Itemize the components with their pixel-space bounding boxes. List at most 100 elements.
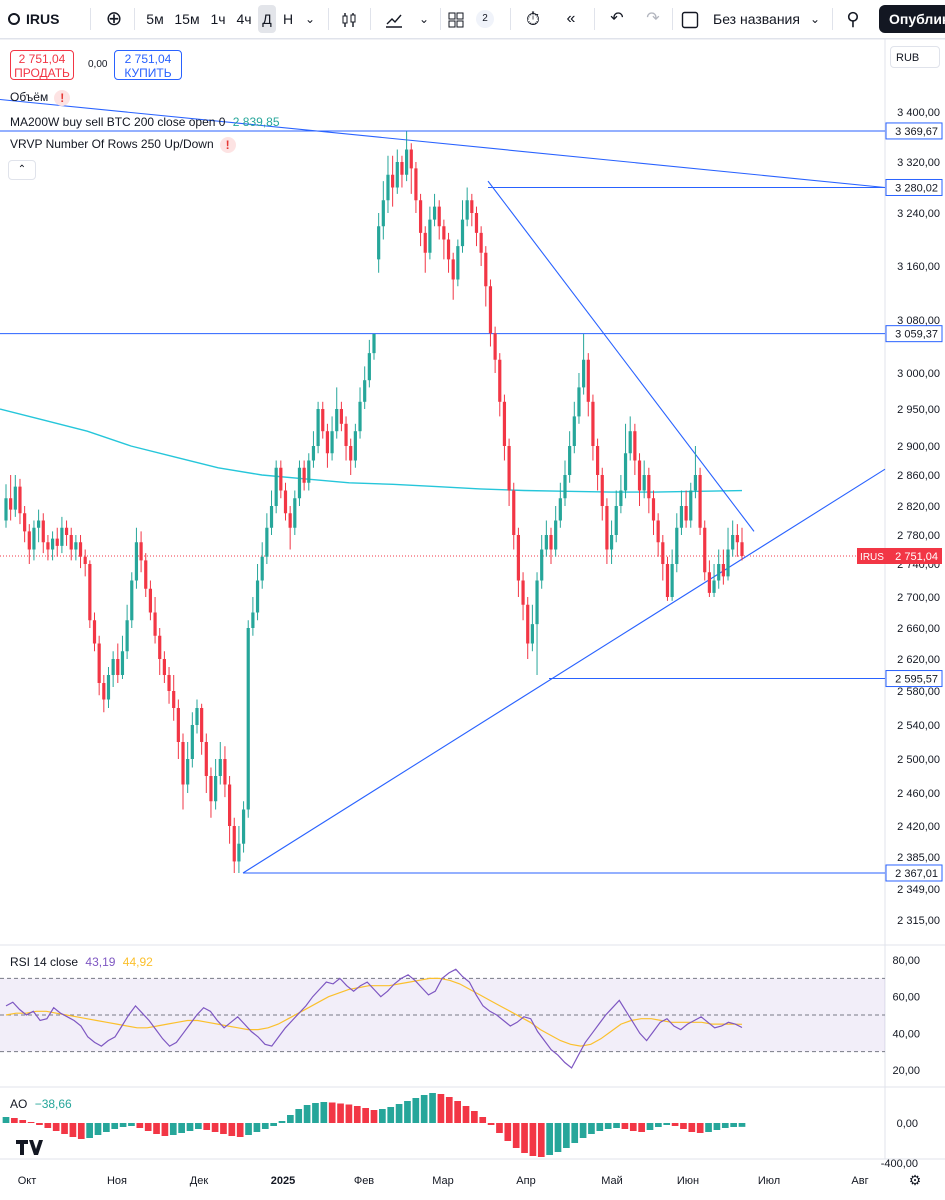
- publish-button[interactable]: Опублико: [879, 5, 945, 33]
- ao-bar: [328, 1102, 336, 1123]
- candle: [456, 239, 460, 287]
- ao-bar: [696, 1123, 704, 1133]
- alert-clock-icon[interactable]: ⏱: [525, 9, 541, 29]
- compare-add-icon[interactable]: ⊕: [105, 8, 123, 30]
- candle-body: [693, 475, 698, 491]
- candle-body: [158, 635, 162, 659]
- toolbar-divider: [510, 8, 511, 30]
- ao-bar: [94, 1123, 102, 1135]
- symbol-search[interactable]: IRUS: [8, 0, 59, 38]
- legend-vrvp[interactable]: VRVP Number Of Rows 250 Up/Down!: [10, 137, 236, 153]
- ao-bar: [61, 1123, 68, 1134]
- ao-bar: [496, 1123, 503, 1133]
- interval-4h[interactable]: 4ч: [236, 11, 252, 27]
- quick-search-icon[interactable]: ⚲: [846, 9, 860, 29]
- candle: [693, 446, 698, 499]
- layout-grid-icon[interactable]: [444, 5, 468, 33]
- ao-tick-label: 0,00: [897, 1118, 918, 1130]
- legend-volume[interactable]: Объём!: [10, 90, 71, 106]
- legend-ma[interactable]: MA200W buy sell BTC 200 close open 0 2 8…: [10, 115, 280, 129]
- candle-body: [377, 226, 381, 260]
- candle-body: [568, 446, 572, 475]
- replay-icon[interactable]: «: [566, 10, 576, 27]
- ao-bar: [471, 1111, 478, 1123]
- candle: [344, 416, 348, 461]
- candle: [595, 438, 600, 491]
- level-label-text: 3 059,37: [895, 329, 938, 341]
- candle-body: [92, 620, 97, 644]
- candle: [69, 527, 73, 561]
- candle-body: [255, 580, 260, 613]
- interval-day[interactable]: Д: [258, 5, 276, 33]
- ao-bar: [220, 1123, 227, 1134]
- candle: [395, 149, 399, 194]
- time-tick-label: Ноя: [107, 1175, 127, 1187]
- legend-collapse-chevron-up-icon[interactable]: ⌃: [8, 160, 36, 180]
- interval-15m[interactable]: 15м: [174, 11, 200, 27]
- legend-ma-label: MA200W buy sell BTC 200 close open 0: [10, 115, 226, 129]
- ao-bar: [529, 1123, 537, 1156]
- candle-body: [237, 843, 241, 862]
- ao-bar: [287, 1115, 294, 1123]
- candle: [614, 490, 618, 543]
- warning-icon[interactable]: !: [54, 90, 71, 106]
- legend-ao[interactable]: AO −38,66: [10, 1097, 72, 1111]
- chart-area[interactable]: 3 400,00 3 320,00 3 240,00 3 160,00 3 080,00…: [0, 39, 945, 1200]
- chart-type-candles-icon[interactable]: [336, 5, 362, 33]
- tradingview-logo-icon[interactable]: [14, 1137, 46, 1163]
- interval-1h[interactable]: 1ч: [210, 11, 226, 27]
- interval-chevron-down-icon[interactable]: ⌄: [304, 12, 316, 26]
- legend-ao-value: −38,66: [34, 1097, 72, 1111]
- candle: [391, 155, 395, 207]
- candle: [675, 513, 679, 573]
- candle-body: [600, 475, 604, 506]
- candle-body: [251, 612, 255, 628]
- toolbar-divider: [594, 8, 595, 30]
- price-axis[interactable]: 3 400,00 3 320,00 3 240,00 3 160,00 3 080,00…: [857, 107, 943, 1170]
- layout-box-icon[interactable]: [678, 5, 702, 33]
- undo-icon[interactable]: ↶: [610, 10, 624, 27]
- redo-icon[interactable]: ↷: [646, 10, 660, 27]
- indicators-chevron-down-icon[interactable]: ⌄: [418, 12, 430, 26]
- candle-body: [498, 359, 502, 402]
- buy-button[interactable]: 2 751,04 КУПИТЬ: [114, 50, 182, 80]
- candle: [218, 742, 222, 785]
- time-tick-label: Дек: [190, 1175, 209, 1187]
- interval-week[interactable]: Н: [282, 11, 294, 27]
- currency-selector[interactable]: RUB: [890, 46, 940, 68]
- candle: [325, 423, 330, 468]
- candle-body: [470, 200, 474, 213]
- candle-body: [367, 353, 371, 381]
- ao-bar: [454, 1101, 461, 1123]
- sell-button[interactable]: 2 751,04 ПРОДАТЬ: [10, 50, 74, 80]
- candle-body: [227, 784, 232, 826]
- candle-body: [656, 520, 660, 543]
- ao-bar: [537, 1123, 545, 1157]
- candle-body: [428, 219, 432, 253]
- chart-name-chevron-down-icon[interactable]: ⌄: [809, 12, 821, 26]
- chart-canvas[interactable]: 3 400,00 3 320,00 3 240,00 3 160,00 3 080,00…: [0, 39, 945, 1200]
- legend-rsi[interactable]: RSI 14 close 43,19 44,92: [10, 955, 153, 969]
- candle: [255, 564, 260, 621]
- candle: [41, 513, 45, 554]
- candle-body: [241, 809, 246, 844]
- ma-line-layer: [0, 408, 743, 493]
- candle: [521, 572, 525, 621]
- candle-body: [144, 560, 148, 589]
- interval-5m[interactable]: 5м: [146, 11, 164, 27]
- settings-gear-icon[interactable]: ⚙: [909, 1172, 922, 1188]
- candle: [50, 531, 55, 561]
- chart-name[interactable]: Без названия: [713, 11, 800, 27]
- candle-body: [18, 486, 22, 514]
- ao-bar: [445, 1097, 453, 1123]
- time-axis[interactable]: Окт Ноя Дек 2025 Фев Мар Апр Май Июн Июл Авг ⚙: [18, 1172, 922, 1188]
- candle-body: [479, 232, 483, 253]
- candle-body: [269, 506, 274, 528]
- level-label-box: [885, 122, 943, 140]
- candle: [186, 742, 190, 793]
- candle: [316, 401, 320, 454]
- candle-body: [684, 506, 688, 521]
- candle-body: [386, 174, 390, 201]
- indicators-icon[interactable]: [380, 5, 408, 33]
- warning-icon[interactable]: !: [219, 137, 236, 153]
